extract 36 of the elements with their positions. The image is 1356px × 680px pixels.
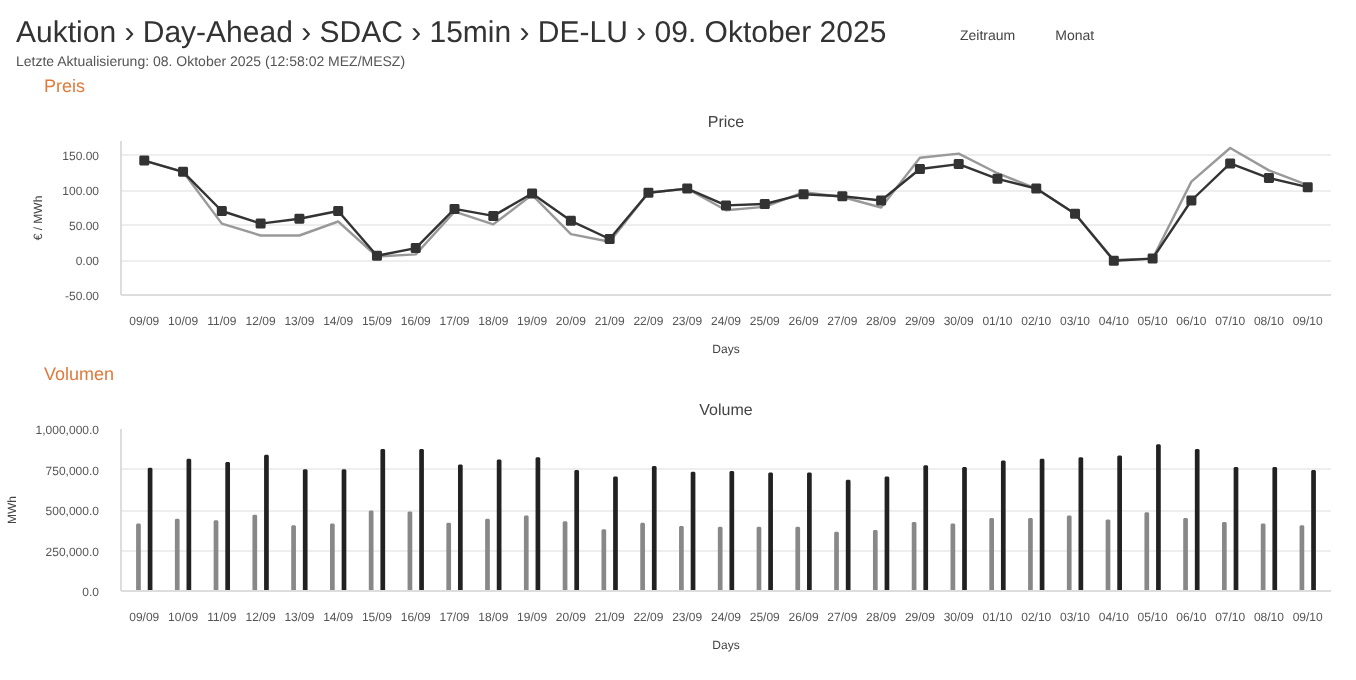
point xyxy=(1147,254,1158,265)
point xyxy=(371,251,382,262)
point xyxy=(837,192,848,203)
point xyxy=(1302,183,1313,194)
point xyxy=(1263,173,1274,184)
point xyxy=(953,159,964,170)
point xyxy=(759,199,770,210)
point xyxy=(643,188,654,199)
point xyxy=(798,190,809,201)
point xyxy=(1225,159,1236,170)
point xyxy=(876,196,887,207)
text: Volumen xyxy=(44,362,115,389)
point xyxy=(178,167,189,178)
point xyxy=(449,204,460,215)
point xyxy=(216,206,227,217)
point xyxy=(333,206,344,217)
point xyxy=(914,164,925,175)
point xyxy=(1031,184,1042,195)
point xyxy=(604,234,615,245)
chart-title: Price xyxy=(707,113,746,132)
point xyxy=(527,189,538,200)
point xyxy=(992,174,1003,185)
point xyxy=(1070,209,1081,220)
point xyxy=(139,156,150,167)
point xyxy=(721,201,731,212)
point xyxy=(294,214,305,225)
point xyxy=(1186,196,1197,207)
point xyxy=(565,216,576,227)
point xyxy=(410,243,421,254)
point xyxy=(255,219,266,230)
point xyxy=(1108,256,1119,267)
point xyxy=(682,184,693,195)
text: Preis xyxy=(44,74,86,101)
chart-title: Volume xyxy=(699,401,754,420)
point xyxy=(488,211,499,222)
text: Auktion › Day-Ahead › SDAC › 15min › DE-LU › 09. Oktober 2025 xyxy=(16,14,887,54)
